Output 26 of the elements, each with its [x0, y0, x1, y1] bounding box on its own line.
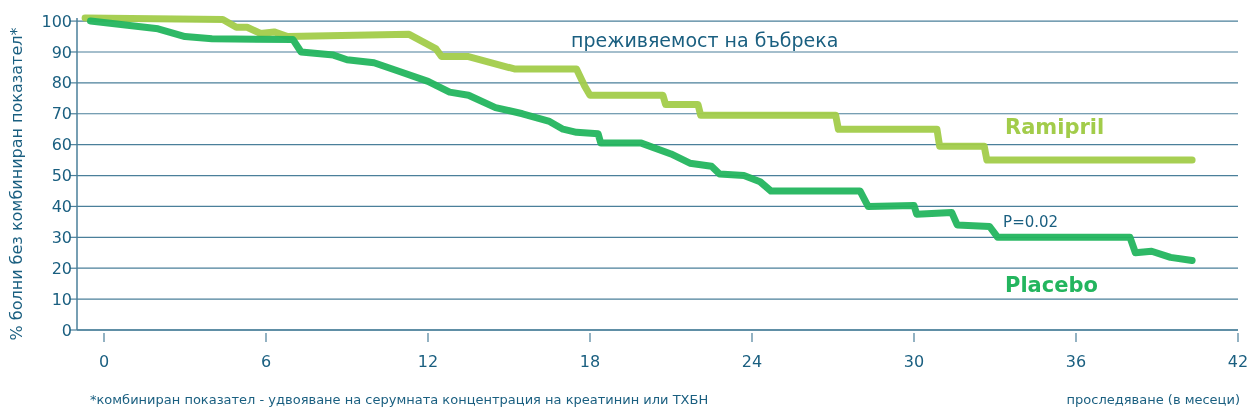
x-tick-label: 0	[98, 352, 110, 371]
x-tick-label: 30	[903, 352, 925, 371]
x-tick-label: 12	[417, 352, 439, 371]
x-tick-label: 18	[579, 352, 601, 371]
y-tick-label: 30	[51, 227, 72, 247]
y-tick-label: 90	[51, 42, 72, 62]
x-axis-title: проследяване (в месеци)	[1066, 392, 1240, 407]
y-tick-label: 0	[61, 320, 72, 340]
annotation: P=0.02	[1003, 212, 1059, 231]
x-tick-label: 42	[1227, 352, 1249, 371]
y-tick-label: 40	[51, 197, 72, 217]
text: преживяемост на бъбрека	[571, 29, 839, 51]
y-tick-label: 50	[51, 166, 72, 186]
series-label: Ramipril	[1005, 115, 1105, 140]
x-tick-label: 36	[1065, 352, 1087, 371]
x-tick-label: 6	[260, 352, 272, 371]
y-tick-label: 80	[51, 73, 72, 93]
series-label: Placebo	[1005, 273, 1098, 298]
y-tick-label: 100	[41, 11, 72, 31]
y-tick-label: 10	[51, 289, 72, 309]
x-tick-label: 24	[741, 352, 763, 371]
y-tick-label: 60	[51, 135, 72, 155]
y-axis-title: % болни без комбиниран показател*	[7, 27, 26, 341]
y-tick-label: 20	[51, 258, 72, 278]
text: *комбиниран показател - удвояване на серумната концентрация на креатинин или ТХБН	[90, 392, 709, 407]
y-tick-label: 70	[51, 104, 72, 124]
